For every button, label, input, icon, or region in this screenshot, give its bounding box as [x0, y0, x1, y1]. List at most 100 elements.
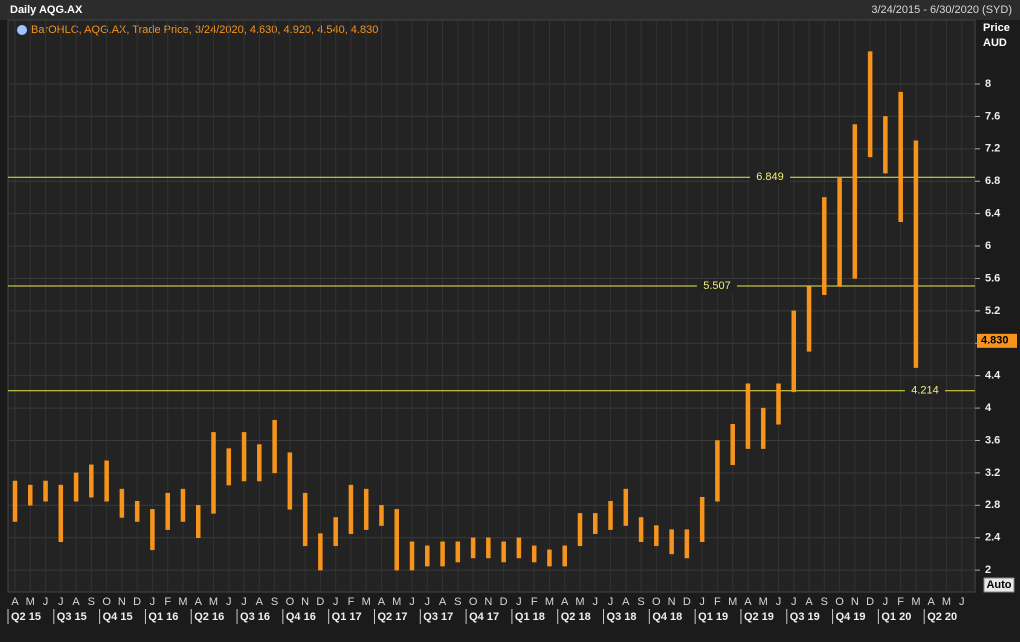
price-bar — [58, 484, 64, 543]
price-bar — [562, 545, 567, 567]
price-bar — [379, 505, 384, 526]
quarter-label: Q4 17 — [469, 611, 499, 623]
quarter-label: Q4 16 — [286, 611, 316, 623]
price-bar — [89, 464, 94, 498]
price-bar — [913, 140, 919, 368]
x-tick-label: O — [652, 596, 661, 608]
price-bar — [195, 505, 201, 538]
x-tick-label: A — [195, 596, 203, 608]
x-tick-label: A — [439, 596, 447, 608]
auto-button-label[interactable]: Auto — [986, 579, 1011, 591]
auto-button[interactable] — [983, 577, 1015, 593]
last-price-tag — [977, 333, 1017, 348]
x-tick-label: J — [58, 596, 64, 608]
x-tick-label: J — [608, 596, 614, 608]
price-bar — [394, 509, 399, 571]
y-tick-label: 8 — [985, 78, 991, 90]
x-tick-label: M — [392, 596, 401, 608]
x-tick-label: J — [226, 596, 232, 608]
x-tick-label: M — [728, 596, 737, 608]
quarter-label: Q1 19 — [698, 611, 728, 623]
x-tick-label: S — [637, 596, 644, 608]
x-tick-label: F — [531, 596, 538, 608]
price-bar — [898, 91, 903, 222]
quarter-label: Q2 18 — [561, 611, 591, 623]
price-bar — [470, 537, 476, 559]
price-bar — [348, 484, 354, 534]
x-tick-label: J — [333, 596, 339, 608]
x-tick-label: F — [714, 596, 721, 608]
price-bar — [211, 432, 216, 514]
price-bar — [867, 51, 873, 158]
x-tick-label: S — [271, 596, 278, 608]
y-tick-label: 5.2 — [985, 305, 1000, 317]
quarter-label: Q2 17 — [377, 611, 407, 623]
x-tick-label: A — [256, 596, 264, 608]
price-bar — [287, 452, 293, 510]
price-bar — [333, 517, 338, 547]
x-tick-label: N — [851, 596, 859, 608]
x-tick-label: A — [11, 596, 19, 608]
y-axis-title: Price — [983, 22, 1010, 34]
x-tick-label: O — [835, 596, 844, 608]
price-bar — [455, 541, 461, 563]
y-tick-label: 7.2 — [985, 143, 1000, 155]
x-tick-label: F — [897, 596, 904, 608]
price-bar — [272, 419, 277, 474]
price-bar — [791, 310, 797, 393]
quarter-label: Q3 17 — [423, 611, 453, 623]
quarter-label: Q3 18 — [607, 611, 637, 623]
x-tick-label: A — [72, 596, 80, 608]
price-bar — [760, 407, 766, 449]
x-tick-label: J — [241, 596, 247, 608]
price-bar — [623, 488, 629, 526]
price-bar — [593, 513, 598, 534]
price-bar — [547, 549, 552, 567]
x-tick-label: J — [516, 596, 522, 608]
quarter-label: Q4 15 — [103, 611, 133, 623]
quarter-label: Q1 20 — [881, 611, 911, 623]
price-bar — [745, 383, 751, 449]
x-tick-label: J — [150, 596, 156, 608]
price-bar — [531, 545, 537, 563]
level-label: 6.849 — [756, 171, 784, 183]
legend: BarOHLC, AQG.AX, Trade Price, 3/24/2020,… — [31, 24, 378, 36]
x-tick-label: N — [668, 596, 676, 608]
x-tick-label: D — [316, 596, 324, 608]
y-tick-label: 2.8 — [985, 499, 1000, 511]
x-tick-label: A — [561, 596, 569, 608]
price-bar — [654, 525, 659, 547]
price-bar — [669, 529, 674, 555]
y-tick-label: 2.4 — [985, 532, 1001, 544]
price-bar — [318, 533, 323, 571]
x-tick-label: A — [805, 596, 813, 608]
price-bar — [425, 545, 430, 567]
quarter-label: Q2 15 — [11, 611, 41, 623]
price-bar — [715, 440, 720, 502]
y-tick-label: 3.6 — [985, 434, 1000, 446]
price-bar — [28, 484, 33, 506]
legend-icon[interactable] — [17, 25, 27, 35]
price-bar — [608, 501, 613, 530]
x-tick-label: A — [622, 596, 630, 608]
x-tick-label: F — [164, 596, 171, 608]
price-bar — [150, 509, 155, 551]
x-tick-label: J — [43, 596, 49, 608]
level-label-bg — [905, 383, 945, 398]
quarter-label: Q4 19 — [836, 611, 866, 623]
x-tick-label: A — [744, 596, 752, 608]
price-bar — [226, 448, 232, 486]
price-bar — [684, 529, 690, 559]
quarter-label: Q1 16 — [148, 611, 178, 623]
price-bar — [119, 488, 125, 518]
level-label: 5.507 — [703, 280, 731, 292]
x-tick-label: N — [118, 596, 126, 608]
x-tick-label: J — [791, 596, 797, 608]
x-tick-label: D — [500, 596, 508, 608]
x-tick-label: M — [942, 596, 951, 608]
quarter-label: Q2 20 — [927, 611, 957, 623]
price-bar — [363, 488, 369, 530]
price-bar — [134, 501, 140, 522]
x-tick-label: D — [683, 596, 691, 608]
